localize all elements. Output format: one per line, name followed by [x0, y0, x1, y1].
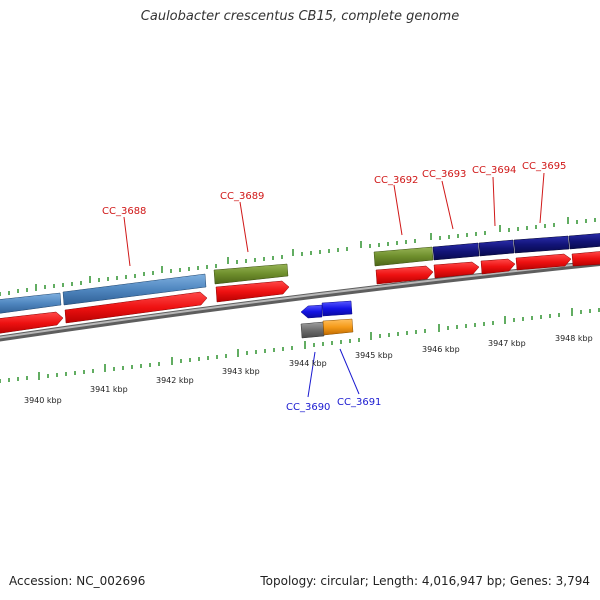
- map-title: Caulobacter crescentus CB15, complete ge…: [140, 9, 460, 24]
- cds-arrow[interactable]: [215, 280, 290, 303]
- gene-label[interactable]: CC_3691: [337, 397, 381, 408]
- outer-tick-row: [0, 217, 596, 296]
- gene-label[interactable]: CC_3695: [522, 161, 566, 172]
- gene-block[interactable]: [513, 235, 570, 254]
- genome-backbone-highlight: [0, 261, 600, 339]
- gene-block[interactable]: [568, 233, 600, 250]
- accession-text: Accession: NC_002696: [9, 574, 146, 588]
- cds-arrow[interactable]: [375, 265, 434, 285]
- gene-label[interactable]: CC_3692: [374, 175, 418, 186]
- gene-label[interactable]: CC_3694: [472, 165, 516, 176]
- label-leaders: [123, 172, 545, 398]
- forward-cds-row: [0, 251, 600, 334]
- scale-label: 3943 kbp: [222, 367, 260, 376]
- gene-block[interactable]: [62, 273, 207, 306]
- gene-label[interactable]: CC_3688: [102, 206, 146, 217]
- cds-arrow[interactable]: [480, 258, 516, 275]
- gene-label[interactable]: CC_3693: [422, 169, 466, 180]
- gene-block[interactable]: [373, 246, 434, 267]
- scale-label: 3941 kbp: [90, 385, 128, 394]
- gene-block[interactable]: [213, 263, 289, 285]
- inner-tick-row: [0, 308, 600, 383]
- cds-arrow[interactable]: [515, 253, 572, 271]
- forward-gene-row: [0, 233, 600, 314]
- scale-label: 3946 kbp: [422, 345, 460, 354]
- gene-block[interactable]: [300, 321, 325, 339]
- gene-block[interactable]: [478, 239, 515, 257]
- scale-labels: 3940 kbp 3941 kbp 3942 kbp 3943 kbp 3944…: [24, 334, 593, 405]
- scale-label: 3940 kbp: [24, 396, 62, 405]
- cds-arrow[interactable]: [0, 311, 64, 334]
- scale-label: 3944 kbp: [289, 359, 327, 368]
- gene-label[interactable]: CC_3689: [220, 191, 264, 202]
- reverse-feature-row: [300, 300, 354, 339]
- gene-label[interactable]: CC_3690: [286, 402, 330, 413]
- scale-label: 3947 kbp: [488, 339, 526, 348]
- gene-labels: CC_3688 CC_3689 CC_3692 CC_3693 CC_3694 …: [102, 161, 566, 217]
- scale-label: 3948 kbp: [555, 334, 593, 343]
- gene-labels-reverse: CC_3690 CC_3691: [286, 397, 381, 413]
- scale-label: 3945 kbp: [355, 351, 393, 360]
- cds-arrow-reverse[interactable]: [321, 300, 353, 317]
- gene-block[interactable]: [432, 242, 480, 261]
- genome-summary-text: Topology: circular; Length: 4,016,947 bp…: [260, 574, 590, 588]
- scale-label: 3942 kbp: [156, 376, 194, 385]
- cds-arrow[interactable]: [433, 261, 480, 279]
- cds-arrow-reverse[interactable]: [300, 304, 323, 319]
- gene-block[interactable]: [0, 292, 62, 314]
- gene-block[interactable]: [322, 318, 354, 336]
- cds-arrow[interactable]: [64, 291, 208, 324]
- cds-arrow[interactable]: [571, 251, 600, 267]
